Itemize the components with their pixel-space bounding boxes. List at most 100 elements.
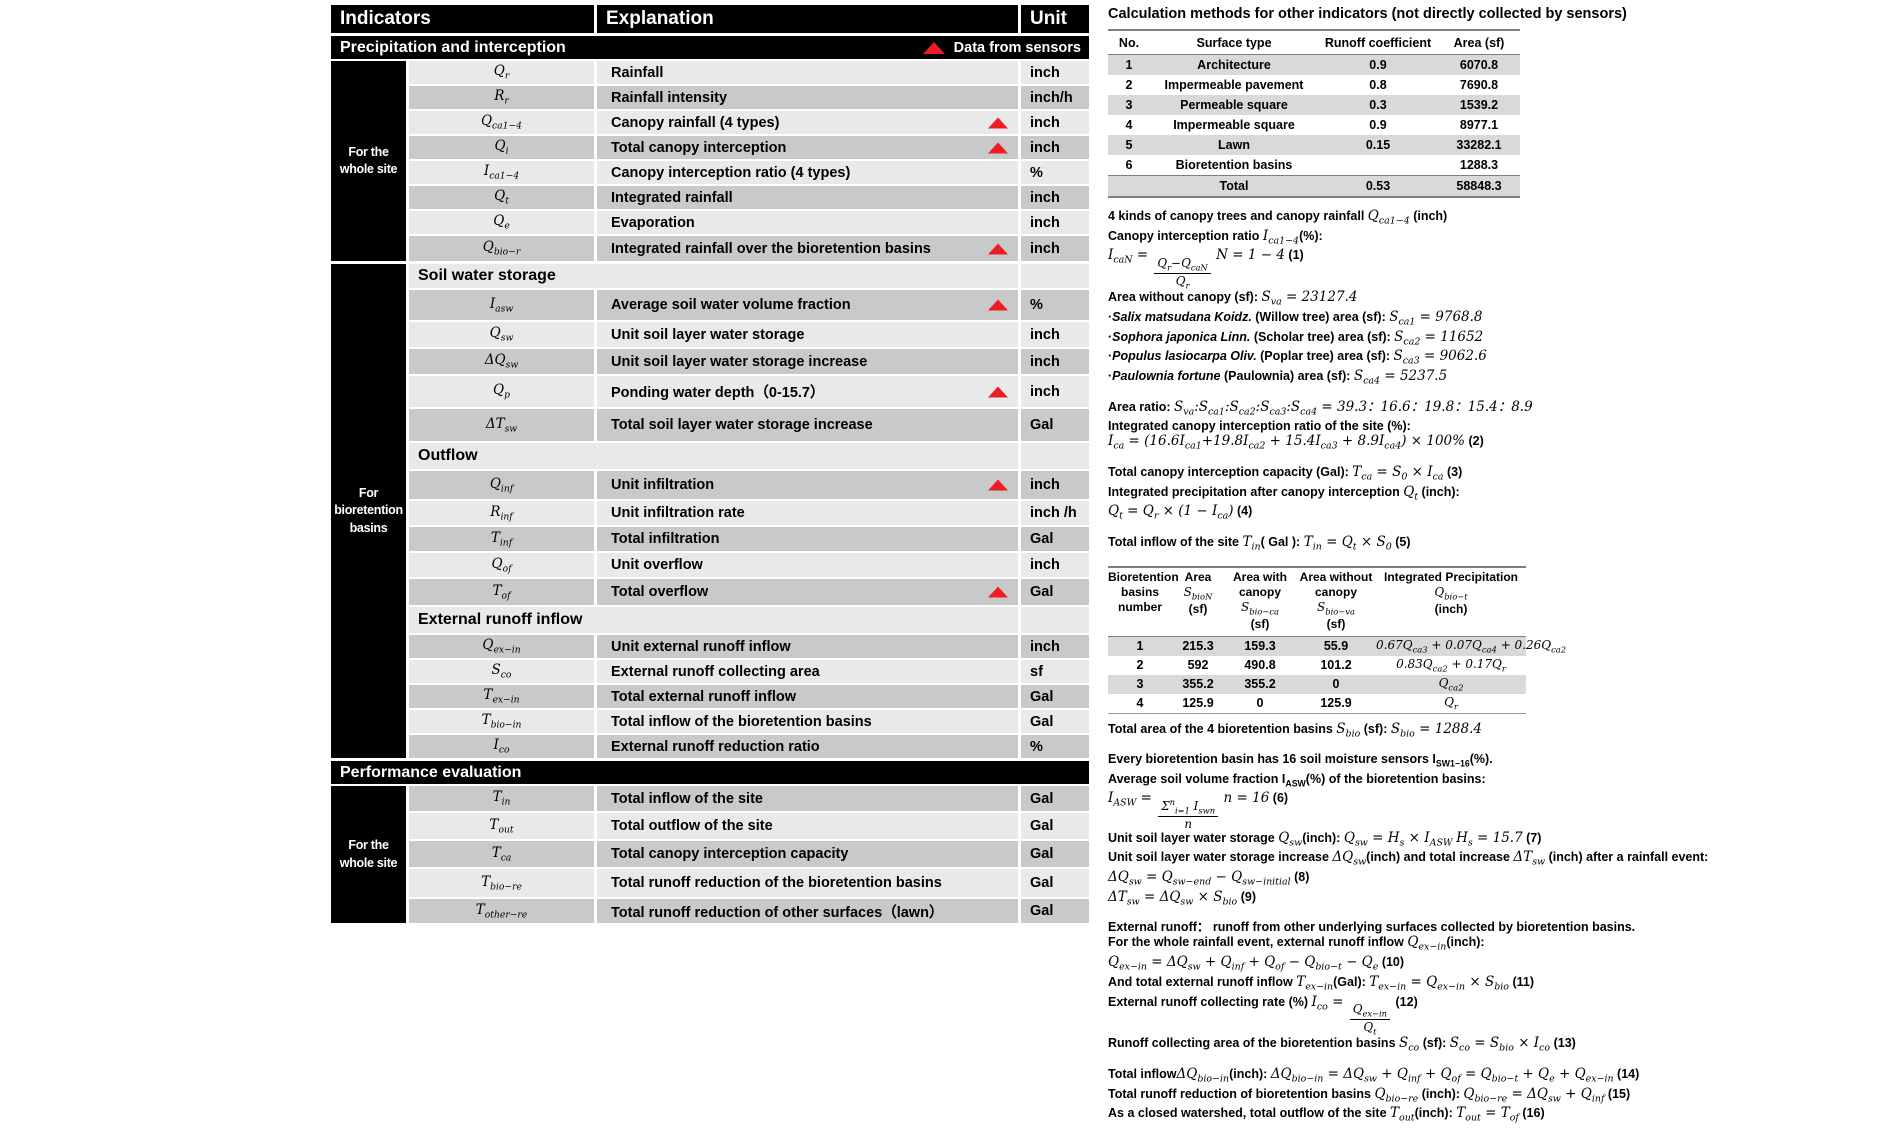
- subheader-unit-spacer: [1021, 443, 1089, 469]
- indicator-table: Indicators Explanation Unit Precipitatio…: [331, 5, 1089, 926]
- sensor-triangle-icon: [988, 299, 1008, 311]
- indicator-row: Tca Total canopy interception capacity Gal: [409, 841, 1089, 867]
- explanation-cell: Unit soil layer water storage: [597, 322, 1018, 347]
- symbol-cell: Tex−in: [409, 685, 594, 708]
- indicator-group-section: For the whole site Qr Rainfall inch Rr Rainfa…: [331, 61, 1089, 261]
- basins-column-unit: (inch): [1434, 601, 1468, 616]
- calc-panel: Calculation methods for other indicators…: [1108, 6, 1709, 1137]
- surface-cell: 0.3: [1369, 98, 1387, 112]
- surface-cell: 0.8: [1369, 78, 1387, 92]
- sensor-triangle-icon: [988, 586, 1008, 598]
- symbol-cell: Tbio−re: [409, 869, 594, 897]
- indicator-row: Qp Ponding water depth（0-15.7） inch: [409, 376, 1089, 407]
- surface-cell: 33282.1: [1456, 138, 1502, 152]
- indicator-row: ΔQsw Unit soil layer water storage increa…: [409, 349, 1089, 374]
- basins-column-label: Bioretention basins number: [1108, 569, 1179, 614]
- basins-row: 1 215.3 159.3 55.9 0.67Qca3 + 0.07Qca4 + 0.2…: [1108, 636, 1566, 656]
- explanation-cell: Unit infiltration: [597, 471, 1018, 499]
- unit-cell: inch: [1021, 376, 1089, 407]
- explanation-text: External runoff reduction ratio: [611, 738, 820, 755]
- unit-cell: inch: [1021, 136, 1089, 159]
- unit-cell: inch: [1021, 211, 1089, 234]
- indicator-row: Tbio−in Total inflow of the bioretention …: [409, 710, 1089, 733]
- indicator-rows: Tin Total inflow of the site Gal Tout Total …: [409, 786, 1089, 923]
- explanation-text: Rainfall intensity: [611, 89, 728, 106]
- explanation-cell: Canopy interception ratio (4 types): [597, 161, 1018, 184]
- explanation-cell: Unit external runoff inflow: [597, 635, 1018, 658]
- symbol-cell: Tof: [409, 579, 594, 605]
- basins-column-header: Area SbioN (sf): [1172, 570, 1224, 617]
- subheader-row: Outflow: [409, 443, 1089, 469]
- indicator-row: Qr Rainfall inch: [409, 61, 1089, 84]
- indicator-row: Tout Total outflow of the site Gal: [409, 813, 1089, 839]
- basins-cell: 355.2: [1182, 677, 1214, 692]
- explanation-cell: Total canopy interception capacity: [597, 841, 1018, 867]
- symbol-cell: Tbio−in: [409, 710, 594, 733]
- surface-cell: 5: [1125, 138, 1133, 152]
- surface-cell: 7690.8: [1459, 78, 1499, 92]
- calc-line: For the whole rainfall event, external r…: [1108, 934, 1485, 954]
- unit-cell: Gal: [1021, 869, 1089, 897]
- surface-column-header: Area (sf): [1453, 35, 1505, 50]
- symbol-cell: Tother−re: [409, 899, 594, 923]
- surface-cell: Impermeable square: [1173, 118, 1295, 132]
- symbol-cell: Qsw: [409, 322, 594, 347]
- surface-row: 5 Lawn 0.15 33282.1: [1108, 135, 1520, 155]
- symbol-cell: Qi: [409, 136, 594, 159]
- explanation-cell: Total infiltration: [597, 527, 1018, 551]
- explanation-text: Unit overflow: [611, 557, 703, 573]
- basins-row: 4 125.9 0 125.9 Qr: [1108, 694, 1526, 714]
- explanation-cell: Rainfall intensity: [597, 86, 1018, 109]
- basins-cell: 0: [1256, 696, 1264, 711]
- surface-cell: 1288.3: [1459, 158, 1499, 172]
- unit-cell: inch: [1021, 322, 1089, 347]
- indicator-rows: Qr Rainfall inch Rr Rainfall intensity inch/h…: [409, 61, 1089, 261]
- subheader-row: External runoff inflow: [409, 607, 1089, 633]
- explanation-cell: Integrated rainfall over the bioretentio…: [597, 236, 1018, 261]
- surface-table-header: No. Surface type Runoff coefficient Area (s…: [1108, 31, 1520, 55]
- basins-formula-cell: Qca2: [1438, 676, 1464, 693]
- calc-line: Unit soil layer water storage increase Δ…: [1108, 849, 1709, 869]
- explanation-cell: Total inflow of the site: [597, 786, 1018, 811]
- basins-cell: 101.2: [1320, 658, 1352, 673]
- surface-cell: 6: [1125, 158, 1133, 172]
- explanation-text: Average soil water volume fraction: [611, 297, 851, 313]
- basins-column-label: Area with canopy: [1232, 569, 1287, 599]
- explanation-text: Integrated rainfall over the bioretentio…: [611, 240, 931, 257]
- unit-cell: %: [1021, 290, 1089, 320]
- indicator-group-section: For the whole site Tin Total inflow of the…: [331, 786, 1089, 923]
- basins-column-label: Area without canopy: [1299, 569, 1373, 599]
- unit-cell: Gal: [1021, 899, 1089, 923]
- calc-line: ·Paulownia fortune (Paulownia) area (sf)…: [1108, 368, 1448, 387]
- surface-cell: Lawn: [1218, 138, 1250, 152]
- unit-cell: inch: [1021, 471, 1089, 499]
- basins-column-symbol: Qbio−t: [1434, 584, 1468, 602]
- surface-cell: 1539.2: [1459, 98, 1499, 112]
- indicator-rows: Soil water storage Iasw Average soil water…: [409, 264, 1089, 758]
- explanation-cell: External runoff collecting area: [597, 660, 1018, 683]
- basins-column-label: Integrated Precipitation: [1383, 569, 1519, 584]
- calc-paragraph: Total inflowΔQbio−in(inch): ΔQbio−in = Δ…: [1108, 1067, 1639, 1126]
- explanation-cell: Evaporation: [597, 211, 1018, 234]
- indicator-row: ΔTsw Total soil layer water storage incre…: [409, 409, 1089, 441]
- calc-line: Area without canopy (sf): Sva = 23127.4: [1108, 289, 1358, 308]
- unit-cell: inch /h: [1021, 501, 1089, 525]
- basins-formula-cell: 0.83Qca2 + 0.17Qr: [1396, 657, 1506, 674]
- unit-cell: inch: [1021, 61, 1089, 84]
- explanation-text: Total canopy interception capacity: [611, 846, 849, 862]
- explanation-cell: Ponding water depth（0-15.7）: [597, 376, 1018, 407]
- basins-column-unit: (sf): [1326, 616, 1346, 631]
- indicator-group-section: For bioretention basins Soil water storag…: [331, 264, 1089, 758]
- basins-cell: 355.2: [1244, 677, 1276, 692]
- basins-column-symbol: Sbio−va: [1316, 599, 1356, 617]
- unit-cell: inch: [1021, 111, 1089, 134]
- indicator-row: Tbio−re Total runoff reduction of the bio…: [409, 869, 1089, 897]
- indicator-table-body: Precipitation and interception Data from …: [331, 36, 1089, 923]
- basins-formula-cell: Qr: [1444, 695, 1458, 712]
- unit-cell: inch: [1021, 186, 1089, 209]
- section-bar: Precipitation and interception Data from …: [331, 36, 1089, 59]
- calc-line: Integrated canopy interception ratio of …: [1108, 419, 1411, 434]
- sensors-legend-label: Data from sensors: [953, 39, 1081, 56]
- basins-column-header: Bioretention basins number: [1108, 569, 1179, 615]
- calc-line: Average soil volume fraction IASW(%) of …: [1108, 771, 1486, 789]
